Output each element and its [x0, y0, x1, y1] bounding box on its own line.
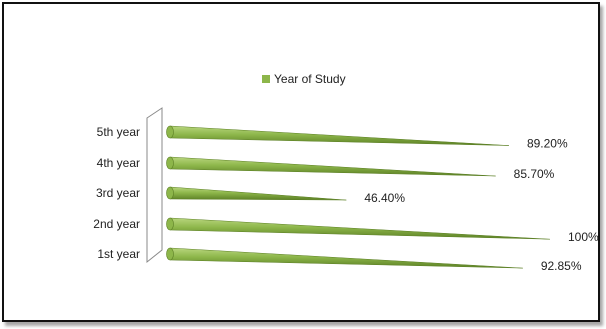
legend-swatch [262, 75, 270, 83]
category-labels: 5th year 4th year 3rd year 2nd year 1st year [93, 125, 140, 261]
axis-wall [146, 107, 163, 264]
bar-cone-base [166, 156, 174, 170]
category-label: 1st year [97, 247, 140, 261]
bar-cone [169, 186, 347, 201]
data-labels: 89.20% 85.70% 46.40% 100% 92.85% [364, 137, 599, 274]
bar-series [166, 125, 551, 269]
bar-cone-base [166, 125, 174, 139]
data-label: 89.20% [527, 137, 568, 151]
bar-cone [169, 247, 523, 269]
bar-cone [169, 125, 509, 146]
bar-cone [169, 156, 496, 177]
bar-cone-base [166, 186, 174, 200]
category-label: 3rd year [96, 186, 140, 200]
data-label: 92.85% [541, 259, 582, 273]
category-label: 4th year [97, 156, 140, 170]
data-label: 85.70% [514, 167, 555, 181]
bar-cone-base [166, 247, 174, 261]
bar-cone-base [166, 217, 174, 231]
chart-frame [2, 2, 600, 322]
category-label: 5th year [97, 125, 140, 139]
data-label: 46.40% [364, 191, 405, 205]
category-label: 2nd year [93, 217, 140, 231]
legend: Year of Study [262, 72, 346, 86]
legend-label: Year of Study [274, 72, 346, 86]
data-label: 100% [568, 230, 599, 244]
bar-cone [169, 217, 551, 240]
